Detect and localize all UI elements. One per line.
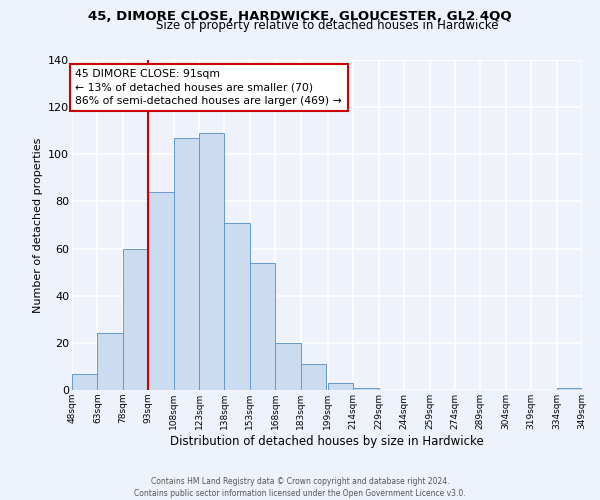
Text: 45 DIMORE CLOSE: 91sqm
← 13% of detached houses are smaller (70)
86% of semi-det: 45 DIMORE CLOSE: 91sqm ← 13% of detached…: [76, 70, 342, 106]
Bar: [328, 383, 353, 390]
Bar: [301, 364, 326, 390]
Title: Size of property relative to detached houses in Hardwicke: Size of property relative to detached ho…: [156, 20, 498, 32]
Bar: [97, 334, 123, 390]
X-axis label: Distribution of detached houses by size in Hardwicke: Distribution of detached houses by size …: [170, 434, 484, 448]
Bar: [173, 138, 199, 390]
Bar: [199, 133, 224, 390]
Bar: [250, 262, 275, 390]
Y-axis label: Number of detached properties: Number of detached properties: [32, 138, 43, 312]
Bar: [148, 192, 173, 390]
Bar: [557, 388, 582, 390]
Bar: [123, 248, 148, 390]
Bar: [275, 343, 301, 390]
Text: Contains HM Land Registry data © Crown copyright and database right 2024.
Contai: Contains HM Land Registry data © Crown c…: [134, 476, 466, 498]
Bar: [353, 388, 379, 390]
Text: 45, DIMORE CLOSE, HARDWICKE, GLOUCESTER, GL2 4QQ: 45, DIMORE CLOSE, HARDWICKE, GLOUCESTER,…: [88, 10, 512, 23]
Bar: [72, 374, 97, 390]
Bar: [224, 222, 250, 390]
